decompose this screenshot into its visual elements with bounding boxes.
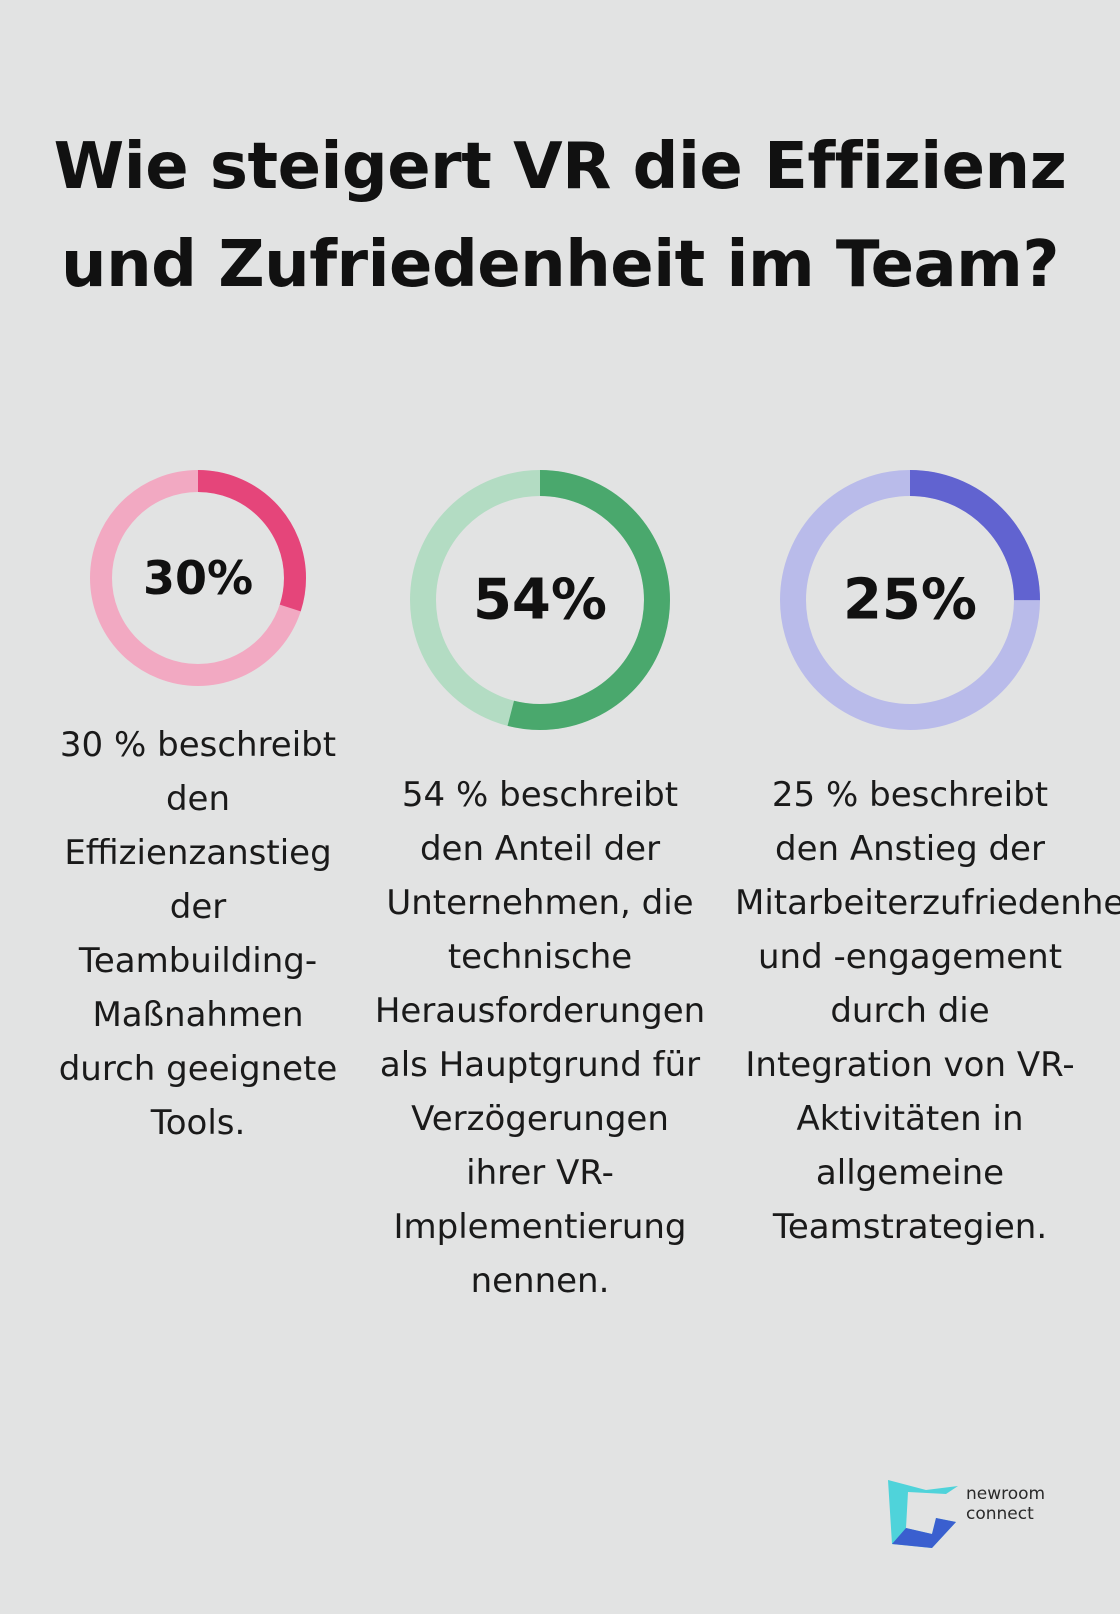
logo-text-newroom: newroom	[966, 1484, 1046, 1504]
donut-value-arc	[90, 470, 306, 686]
logo-text-connect: connect	[966, 1504, 1034, 1524]
donut-value-label: 30%	[143, 551, 253, 605]
newroom-connect-logo: newroom connect	[886, 1478, 1086, 1550]
donut-value-arc	[780, 470, 1040, 730]
page-title: Wie steigert VR die Effizienz und Zufrie…	[53, 130, 1067, 302]
donut-chart-technical-challenges: 54%	[410, 470, 670, 730]
logo-mark-icon	[888, 1480, 958, 1548]
donut-value-label: 25%	[843, 568, 977, 633]
stat-description-efficiency: 30 % beschreibt den Effizienzanstieg der…	[58, 725, 338, 1143]
donut-chart-efficiency: 30%	[90, 470, 306, 686]
donut-value-label: 54%	[473, 568, 607, 633]
stat-card-efficiency: 30% 30 % beschreibt den Effizienzanstieg…	[58, 470, 338, 1150]
stat-description-technical-challenges: 54 % beschreibt den Anteil der Unternehm…	[374, 775, 706, 1301]
donut-value-arc	[410, 470, 670, 730]
donut-chart-satisfaction: 25%	[780, 470, 1040, 730]
stat-description-satisfaction: 25 % beschreibt den Anstieg der Mitarbei…	[735, 775, 1120, 1247]
stat-card-satisfaction: 25% 25 % beschreibt den Anstieg der Mita…	[735, 470, 1120, 1254]
stat-card-technical-challenges: 54% 54 % beschreibt den Anteil der Unter…	[372, 470, 708, 1308]
